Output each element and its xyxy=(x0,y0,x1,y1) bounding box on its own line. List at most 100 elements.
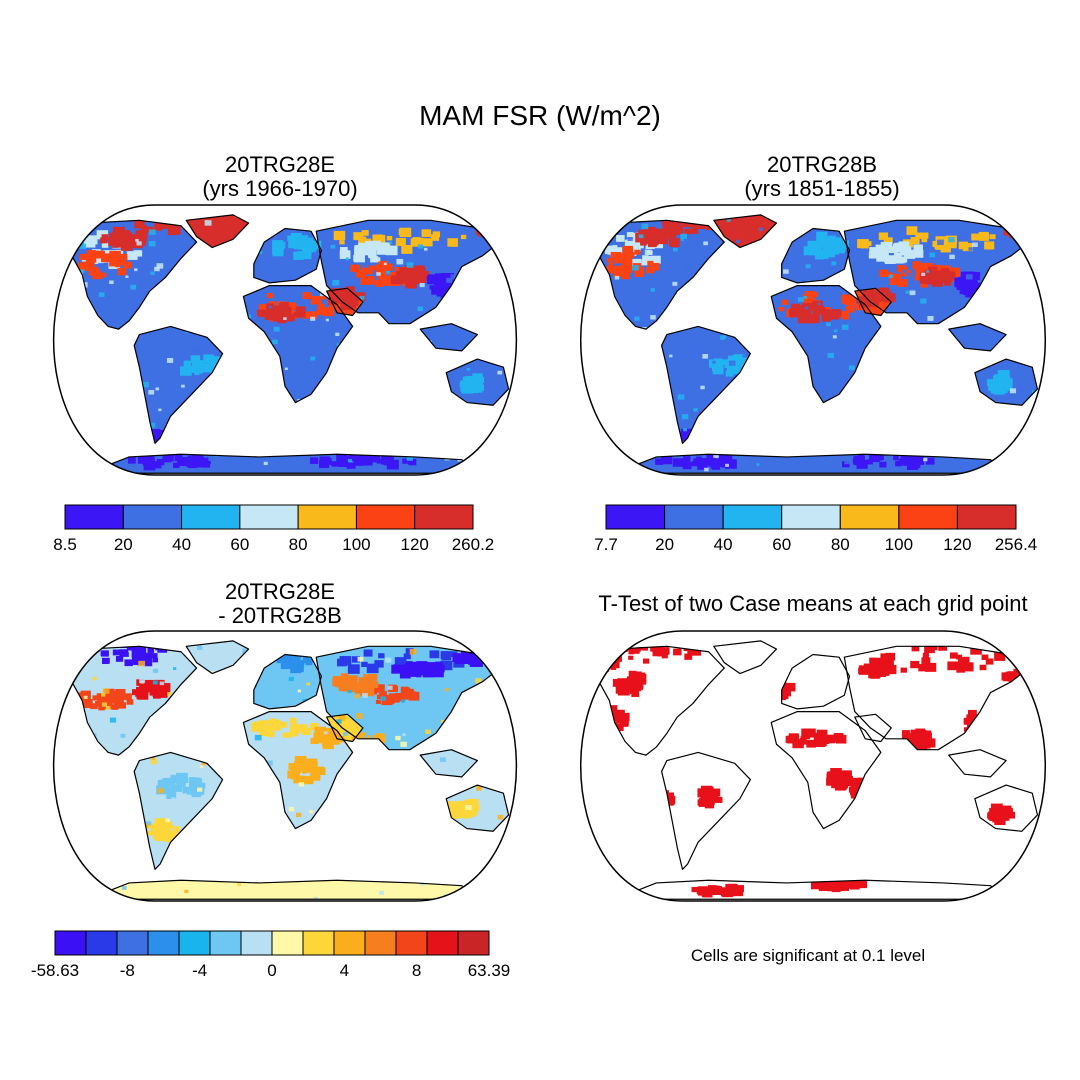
colorbar-box xyxy=(54,930,87,956)
colorbar-box xyxy=(364,930,397,956)
grid-cell xyxy=(100,651,107,656)
grid-cell xyxy=(380,696,386,701)
grid-cell xyxy=(353,232,364,241)
grid-cell xyxy=(996,380,1009,391)
grid-cell xyxy=(920,281,929,288)
grid-cell xyxy=(332,279,340,286)
land-maritime-asia xyxy=(420,323,478,351)
grid-cell xyxy=(149,422,156,428)
grid-cell xyxy=(506,677,509,683)
land-maritime-asia xyxy=(420,749,478,777)
grid-cell xyxy=(628,655,634,660)
grid-cell xyxy=(914,274,923,281)
colorbar-tick-label: 4 xyxy=(340,961,349,980)
grid-cell xyxy=(81,698,93,709)
colorbar-tick-label: 120 xyxy=(943,535,971,554)
grid-cell xyxy=(433,278,444,286)
grid-cell xyxy=(417,665,429,675)
grid-cell xyxy=(605,652,616,661)
colorbar-box xyxy=(209,930,242,956)
grid-cell xyxy=(328,731,341,741)
colorbar-tick-label: -8 xyxy=(120,961,135,980)
grid-cell xyxy=(254,734,262,741)
grid-cell xyxy=(724,889,734,897)
grid-cell xyxy=(538,710,544,715)
grid-cell xyxy=(1047,403,1051,406)
grid-cell xyxy=(617,678,629,687)
grid-cell xyxy=(187,460,197,469)
grid-cell xyxy=(640,680,647,685)
grid-cell xyxy=(792,739,804,749)
grid-cell xyxy=(848,786,857,793)
grid-cell xyxy=(845,294,854,301)
grid-cell xyxy=(199,765,204,768)
grid-cell xyxy=(445,688,450,692)
grid-cell xyxy=(317,303,325,310)
grid-cell xyxy=(848,365,855,371)
grid-cell xyxy=(290,240,299,247)
grid-cell xyxy=(989,234,996,240)
grid-cell xyxy=(465,804,472,811)
grid-cell xyxy=(150,653,158,659)
grid-cell xyxy=(684,653,693,660)
grid-cell xyxy=(832,237,843,245)
grid-cell xyxy=(516,268,523,273)
grid-cell xyxy=(34,802,38,805)
grid-cell xyxy=(293,761,299,766)
grid-cell xyxy=(811,292,818,297)
grid-cell xyxy=(691,228,699,234)
grid-cell xyxy=(1046,327,1052,332)
grid-cell xyxy=(599,443,606,449)
colorbar-tick-label: 100 xyxy=(885,535,913,554)
grid-cell xyxy=(291,663,301,671)
grid-cell xyxy=(38,685,42,689)
grid-cell xyxy=(126,699,134,705)
grid-cell xyxy=(628,670,637,677)
grid-cell xyxy=(193,348,200,354)
grid-cell xyxy=(47,297,54,303)
grid-cell xyxy=(402,458,409,464)
grid-cell xyxy=(826,249,835,256)
grid-cell xyxy=(1066,447,1072,452)
grid-cell xyxy=(270,315,277,321)
grid-cell xyxy=(606,257,613,263)
grid-cell xyxy=(369,681,379,689)
grid-cell xyxy=(162,830,174,840)
grid-cell xyxy=(472,657,481,665)
grid-cell xyxy=(77,205,80,208)
grid-cell xyxy=(497,370,503,375)
grid-cell xyxy=(287,770,298,779)
grid-cell xyxy=(347,664,360,674)
grid-cell xyxy=(148,241,156,247)
grid-cell xyxy=(421,229,432,237)
grid-cell xyxy=(679,433,689,441)
grid-cell xyxy=(568,326,575,331)
grid-cell xyxy=(158,408,162,412)
grid-cell xyxy=(920,298,927,304)
grid-cell xyxy=(136,686,142,691)
grid-cell xyxy=(700,385,705,390)
grid-cell xyxy=(866,295,872,300)
grid-cell xyxy=(297,689,302,693)
grid-cell xyxy=(924,732,932,739)
grid-cell xyxy=(708,796,717,803)
grid-cell xyxy=(390,275,402,285)
grid-cell xyxy=(519,789,523,792)
grid-cell xyxy=(89,266,101,276)
grid-cell xyxy=(499,225,508,232)
coastline-asia xyxy=(315,219,504,325)
grid-cell xyxy=(385,657,392,663)
grid-cell xyxy=(642,646,649,651)
grid-cell xyxy=(202,457,211,465)
grid-cell xyxy=(544,227,549,231)
grid-cell xyxy=(758,227,764,231)
colorbar-box xyxy=(781,504,841,530)
panel-2-title: 20TRG28B (yrs 1851-1855) xyxy=(672,153,972,201)
grid-cell xyxy=(117,268,127,276)
grid-cell xyxy=(514,858,520,863)
grid-cell xyxy=(970,645,982,655)
grid-cell xyxy=(923,738,936,748)
grid-cell xyxy=(37,349,41,352)
grid-cell xyxy=(80,269,85,273)
grid-cell xyxy=(927,266,938,275)
